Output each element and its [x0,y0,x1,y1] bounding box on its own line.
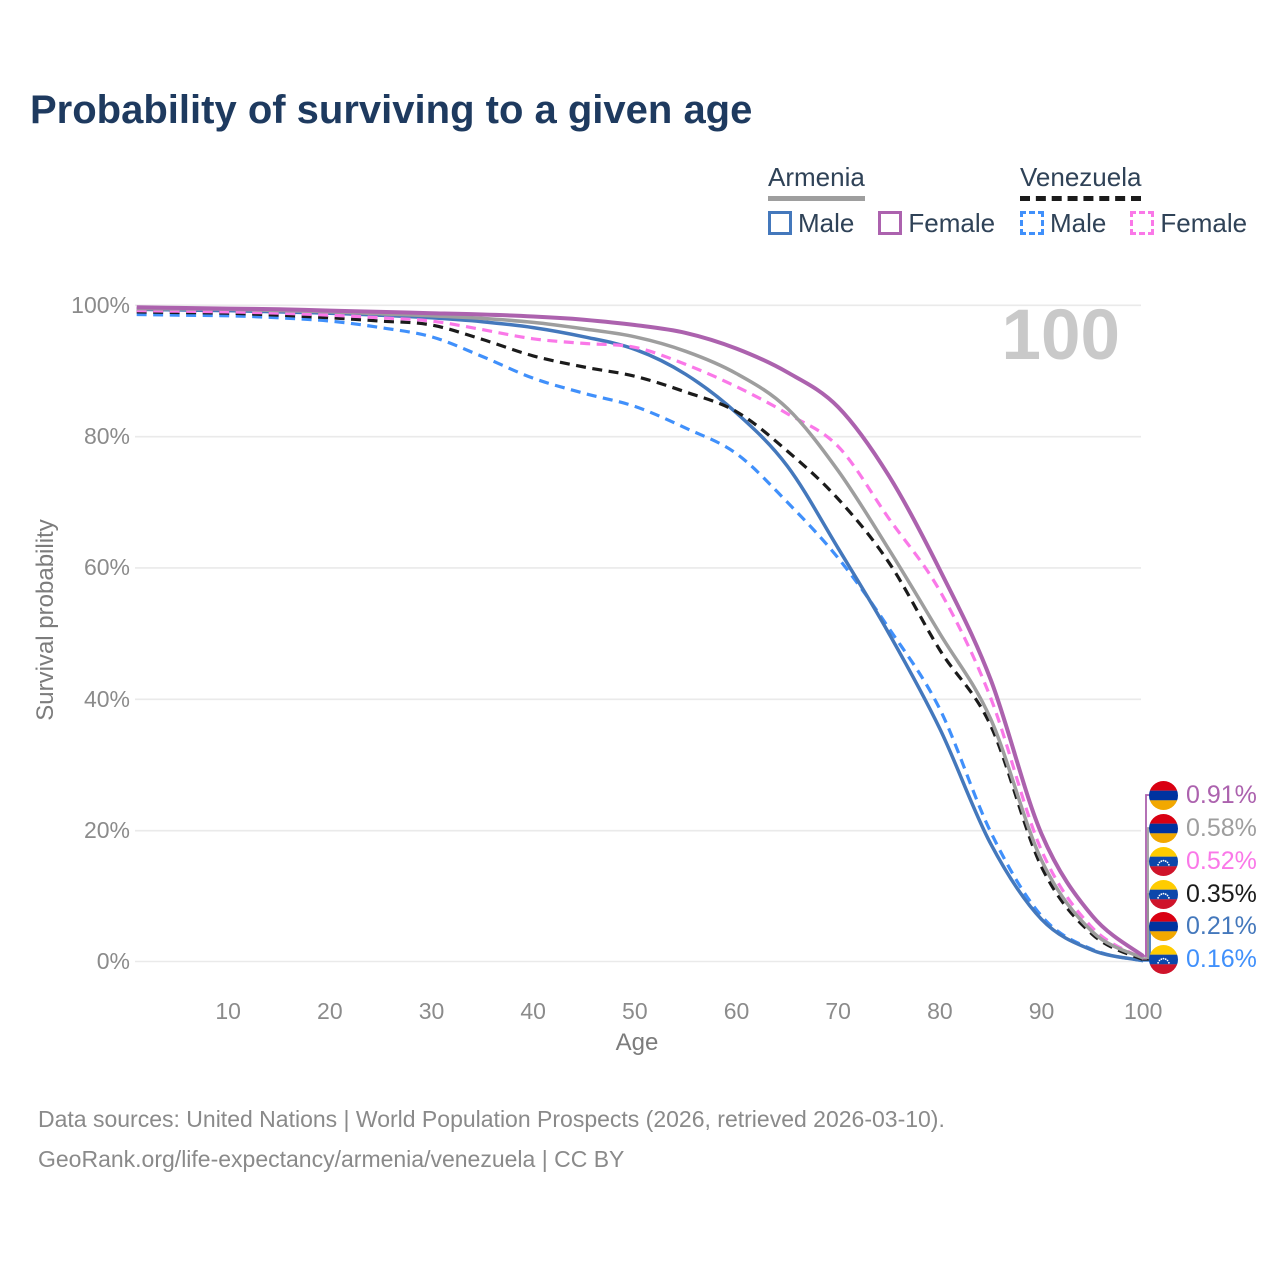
y-axis-title: Survival probability [32,519,59,721]
armenia-flag-icon [1149,911,1178,941]
legend-swatch-icon [768,210,792,235]
legend-item-label: Male [1050,207,1107,238]
end-label-venezuela-total: 0.35% [1149,879,1257,909]
legend-item-label: Female [1160,207,1248,238]
end-label-venezuela-female: 0.52% [1149,846,1257,876]
y-tick-label-0%: 0% [96,948,130,974]
x-axis-title: Age [615,1029,659,1056]
y-tick-label-80%: 80% [83,423,130,450]
armenia-flag-icon [1149,813,1178,843]
line-armenia-total[interactable] [136,306,1145,960]
line-armenia-female[interactable] [136,305,1145,958]
venezuela-flag-icon [1149,944,1178,974]
x-tick-label-50: 50 [622,998,648,1024]
legend-group-venezuela: Venezuela Male Female [1020,163,1271,236]
x-tick-label-30: 30 [418,998,445,1024]
line-venezuela-female[interactable] [136,309,1145,961]
end-label-value: 0.91% [1186,780,1257,809]
armenia-flag-icon [1149,780,1178,810]
legend-item-label: Male [798,207,855,238]
end-label-armenia-total: 0.58% [1149,813,1257,843]
x-tick-label-70: 70 [825,998,851,1024]
end-label-value: 0.52% [1186,846,1257,875]
legend-item-armenia-female[interactable]: Female [878,210,995,236]
page-title: Probability of surviving to a given age [30,88,753,132]
end-label-value: 0.16% [1186,944,1257,973]
legend-item-venezuela-male[interactable]: Male [1020,210,1106,236]
x-tick-label-90: 90 [1028,998,1055,1024]
venezuela-flag-icon [1149,846,1178,876]
end-label-armenia-male: 0.21% [1149,911,1257,941]
hovered-age-watermark: 100 [1001,296,1120,375]
y-tick-label-60%: 60% [83,554,130,581]
x-tick-label-40: 40 [520,998,546,1024]
legend-item-armenia-male[interactable]: Male [768,210,854,236]
x-tick-label-10: 10 [215,998,241,1024]
attribution-text: GeoRank.org/life-expectancy/armenia/vene… [38,1146,625,1172]
y-tick-label-100%: 100% [71,291,130,318]
x-tick-label-100: 100 [1124,998,1163,1024]
legend-swatch-icon [1020,210,1044,235]
end-label-value: 0.21% [1186,911,1257,940]
legend-swatch-icon [1130,210,1155,235]
end-label-venezuela-male: 0.16% [1149,944,1257,974]
legend-swatch-icon [878,210,903,235]
data-sources-text: Data sources: United Nations | World Pop… [38,1106,945,1132]
y-tick-label-20%: 20% [83,817,130,844]
x-tick-label-20: 20 [317,998,343,1024]
end-label-value: 0.58% [1186,813,1257,842]
end-label-value: 0.35% [1186,879,1257,908]
line-venezuela-total[interactable] [136,310,1144,962]
y-tick-label-40%: 40% [83,685,130,712]
x-tick-label-60: 60 [723,998,750,1024]
x-tick-label-80: 80 [927,998,953,1024]
venezuela-flag-icon [1149,879,1178,909]
legend-group-armenia: Armenia Male Female [768,163,1019,236]
legend-item-venezuela-female[interactable]: Female [1130,210,1247,236]
line-venezuela-male[interactable] [136,312,1144,963]
legend-group-title-armenia: Armenia [768,163,865,201]
end-label-armenia-female: 0.91% [1149,780,1257,810]
legend-item-label: Female [908,207,996,238]
legend-group-title-venezuela: Venezuela [1020,163,1142,201]
